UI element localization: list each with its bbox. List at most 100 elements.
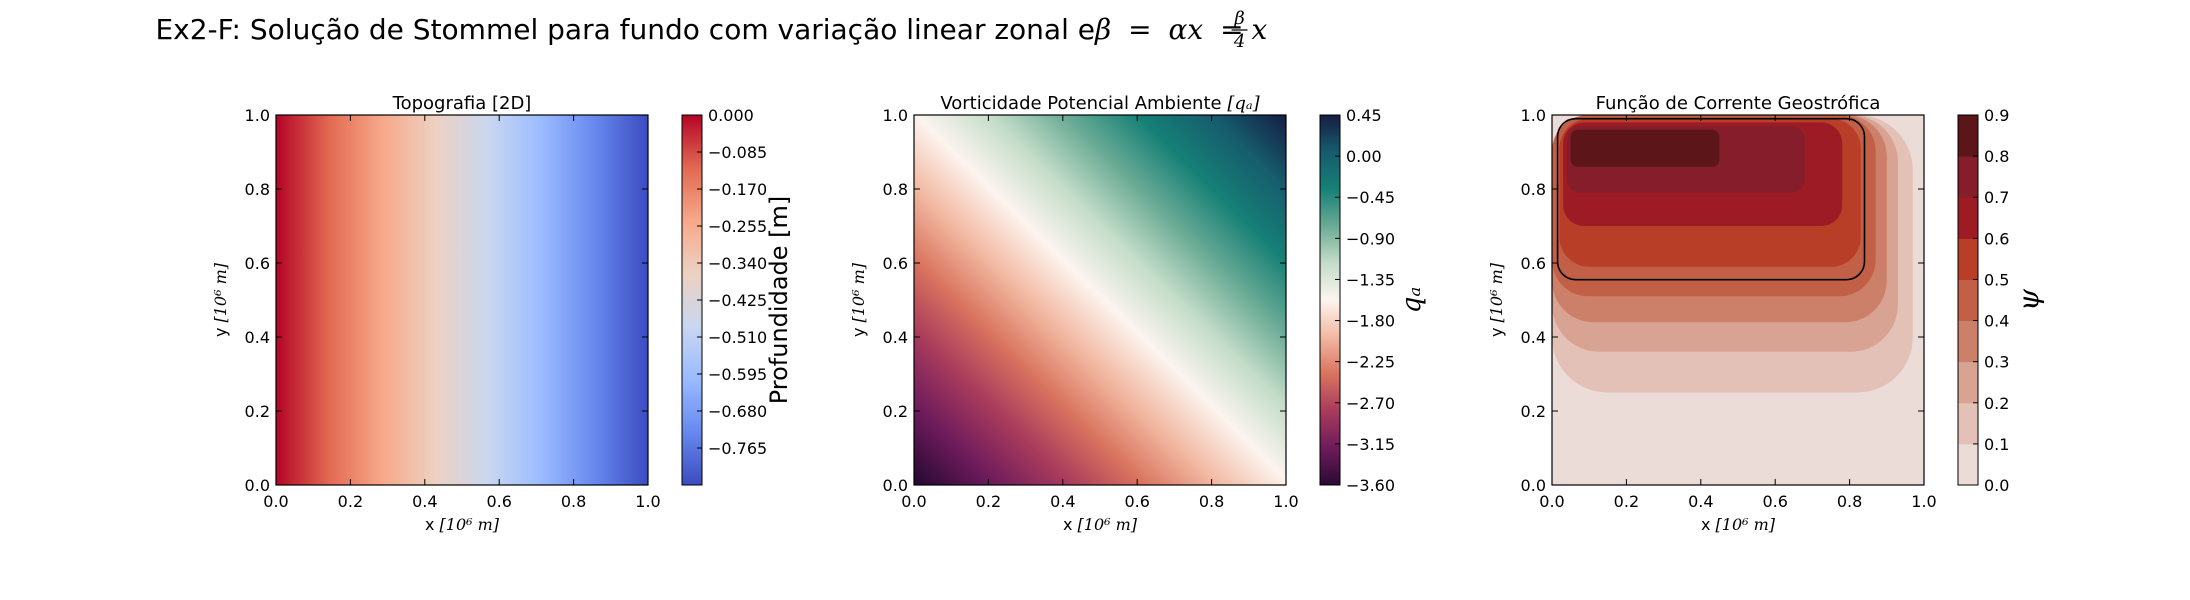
colorbar-tick-label: 0.45 (1346, 106, 1382, 125)
colorbar: 0.45 0.00 −0.45 −0.90 −1.35 −1.80 −2.25 −2.70 −3… (1319, 106, 1395, 495)
plot-frame (1551, 114, 1925, 486)
title-eq-sign: = (1128, 13, 1151, 46)
x-tick-label: 0.2 (338, 492, 363, 511)
colorbar-tick-label: −0.085 (708, 143, 767, 162)
y-tick-label: 0.6 (245, 254, 270, 273)
colorbar-tick-label: −0.510 (708, 328, 767, 347)
y-tick-label: 0.0 (1521, 476, 1546, 495)
axis-ticks: 0.0 0.2 0.4 0.6 0.8 1.0 0.0 0.2 0.4 0.6 0.8 1.0 (883, 106, 1299, 511)
colorbar-tick-label: 0.7 (1984, 188, 2009, 207)
x-tick-label: 0.0 (1539, 492, 1564, 511)
figure-title-math: β = αx = (1094, 13, 1244, 46)
x-tick-label: 0.4 (1050, 492, 1075, 511)
subplot-title: Vorticidade Potencial Ambiente [qₐ] (940, 93, 1260, 114)
y-tick-label: 0.8 (245, 180, 270, 199)
colorbar-label: Profundidade [m] (765, 196, 793, 405)
colorbar-tick-label: −3.15 (1346, 435, 1395, 454)
subplot-vorticidade: 0.0 0.2 0.4 0.6 0.8 1.0 0.0 0.2 0.4 0.6 0.8 1.0 Vort… (849, 93, 1427, 534)
colorbar-frame (1957, 114, 1979, 486)
subplot-title: Topografia [2D] (392, 93, 532, 114)
colorbar-label: ψ (2012, 288, 2045, 311)
colorbar-tick-label: −0.680 (708, 402, 767, 421)
x-axis-label-unit: [10⁶ m] (1078, 515, 1138, 534)
plot-frame (275, 114, 649, 486)
colorbar-level-band (1958, 238, 1978, 280)
colorbar-tick-label: −3.60 (1346, 476, 1395, 495)
y-tick-label: 1.0 (245, 106, 270, 125)
y-tick-label: 0.0 (245, 476, 270, 495)
x-tick-label: 1.0 (635, 492, 660, 511)
y-axis-label-var: y (211, 322, 230, 337)
highlight-contour-line (1556, 117, 1866, 281)
y-tick-label: 0.2 (1521, 402, 1546, 421)
colorbar-label: qₐ (1397, 287, 1427, 313)
vorticity-field (914, 115, 1286, 485)
y-axis-label-var: y (849, 322, 868, 337)
subplot-topografia: 0.0 0.2 0.4 0.6 0.8 1.0 0.0 0.2 0.4 0.6 0.8 1.0 Topo… (211, 93, 793, 534)
colorbar-tick-label: −0.765 (708, 439, 767, 458)
y-tick-label: 0.4 (1521, 328, 1546, 347)
colorbar-level-band (1958, 443, 1978, 486)
subplot-title-text: Função de Corrente Geostrófica (1596, 93, 1881, 114)
title-mid-expr: αx (1168, 13, 1203, 46)
x-tick-label: 0.6 (486, 492, 511, 511)
y-axis-label: y [10⁶ m] (1487, 262, 1506, 337)
subplot-title-text: Topografia [2D] (392, 93, 532, 114)
x-tick-label: 0.4 (1688, 492, 1713, 511)
colorbar-ramp (1319, 114, 1341, 486)
colorbar-tick-label: 0.0 (1984, 476, 2009, 495)
y-tick-label: 0.4 (883, 328, 908, 347)
colorbar-tick-label: −0.255 (708, 217, 767, 236)
plot-frame (913, 114, 1287, 486)
x-tick-label: 0.8 (1199, 492, 1224, 511)
colorbar-tick-label: 0.6 (1984, 229, 2009, 248)
colorbar-tick-label: 0.9 (1984, 106, 2009, 125)
y-tick-label: 1.0 (1521, 106, 1546, 125)
subplot-title: Função de Corrente Geostrófica (1596, 93, 1881, 114)
x-tick-label: 0.4 (412, 492, 437, 511)
subplot-title-math: [qₐ] (1227, 93, 1260, 114)
x-tick-label: 0.6 (1762, 492, 1787, 511)
colorbar-tick-label: 0.5 (1984, 270, 2009, 289)
title-beta-lhs: β (1094, 13, 1111, 46)
colorbar-tick-label: −1.35 (1346, 270, 1395, 289)
y-tick-label: 0.6 (883, 254, 908, 273)
colorbar-tick-label: −0.340 (708, 254, 767, 273)
colorbar-tick-label: −0.425 (708, 291, 767, 310)
title-frac-num: β (1233, 8, 1244, 29)
figure-title: Ex2-F: Solução de Stommel para fundo com… (155, 8, 1267, 52)
colorbar-tick-label: 0.3 (1984, 353, 2009, 372)
colorbar-level-band (1958, 197, 1978, 239)
title-rhs-var: x (1252, 13, 1268, 46)
x-axis-label: x [10⁶ m] (1063, 515, 1138, 534)
colorbar-level-band (1958, 156, 1978, 198)
subplot-corrente: 0.0 0.2 0.4 0.6 0.8 1.0 0.0 0.2 0.4 0.6 0.8 1.0 Funç… (1487, 93, 2045, 534)
title-frac-den: 4 (1233, 31, 1245, 52)
colorbar-tick-label: 0.8 (1984, 147, 2009, 166)
colorbar-tick-label: 0.4 (1984, 312, 2009, 331)
colorbar-tick-label: −0.170 (708, 180, 767, 199)
x-axis-label-var: x (1701, 515, 1716, 534)
colorbar: 0.0 0.1 0.2 0.3 0.4 0.5 0.6 0.7 0.8 0.9 (1957, 106, 2009, 495)
y-tick-label: 1.0 (883, 106, 908, 125)
colorbar-level-band (1958, 320, 1978, 363)
x-tick-label: 0.0 (901, 492, 926, 511)
colorbar-tick-label: 0.000 (708, 106, 754, 125)
x-tick-label: 1.0 (1911, 492, 1936, 511)
x-axis-label-var: x (1063, 515, 1078, 534)
colorbar-tick-label: −0.595 (708, 365, 767, 384)
colorbar-level-band (1958, 115, 1978, 157)
y-tick-label: 0.2 (883, 402, 908, 421)
colorbar-tick-label: 0.2 (1984, 394, 2009, 413)
x-tick-label: 0.2 (1614, 492, 1639, 511)
y-tick-label: 0.2 (245, 402, 270, 421)
y-axis-label: y [10⁶ m] (849, 262, 868, 337)
y-axis-label-unit: [10⁶ m] (211, 262, 230, 322)
y-axis-label-unit: [10⁶ m] (849, 262, 868, 322)
y-tick-label: 0.0 (883, 476, 908, 495)
axis-ticks: 0.0 0.2 0.4 0.6 0.8 1.0 0.0 0.2 0.4 0.6 0.8 1.0 (1521, 106, 1937, 511)
topography-field (276, 115, 648, 485)
x-tick-label: 0.6 (1124, 492, 1149, 511)
y-axis-label-unit: [10⁶ m] (1487, 262, 1506, 322)
